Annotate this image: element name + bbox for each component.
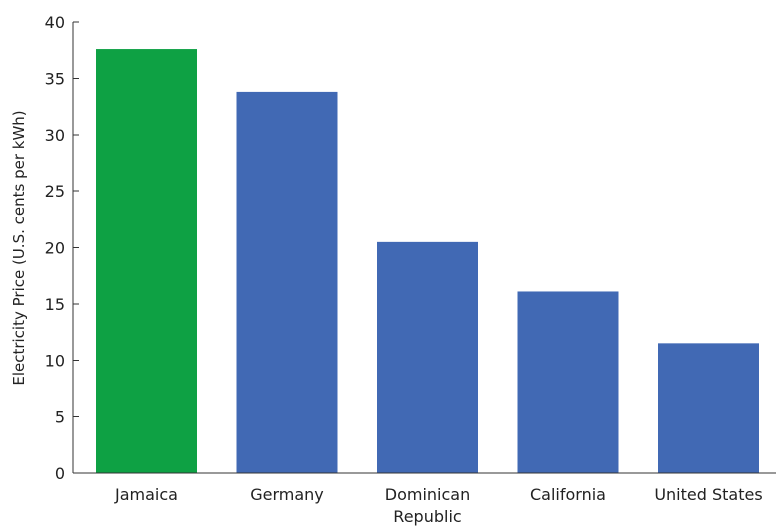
y-tick-label: 30 — [45, 126, 65, 145]
bar — [236, 91, 338, 473]
y-tick-label: 35 — [45, 69, 65, 88]
x-tick-label: Jamaica — [114, 485, 178, 504]
x-tick-label: Germany — [250, 485, 324, 504]
y-tick-label: 5 — [55, 408, 65, 427]
x-tick-label: Dominican Republic — [385, 485, 470, 526]
y-axis: 0 5 10 15 20 25 30 35 40 — [45, 13, 79, 483]
y-tick-label: 25 — [45, 182, 65, 201]
bars-group — [96, 49, 759, 474]
bar — [658, 343, 759, 473]
y-tick-label: 0 — [55, 464, 65, 483]
y-tick-label: 10 — [45, 351, 65, 370]
x-tick-label: California — [530, 485, 606, 504]
x-tick-label: United States — [654, 485, 762, 504]
bar — [517, 291, 619, 473]
y-tick-label: 15 — [45, 295, 65, 314]
x-axis: Jamaica Germany Dominican Republic Californi… — [73, 472, 776, 526]
y-axis-title: Electricity Price (U.S. cents per kWh) — [10, 110, 28, 385]
bar — [377, 241, 478, 473]
bar — [96, 49, 197, 474]
y-tick-label: 20 — [45, 239, 65, 258]
y-tick-label: 40 — [45, 13, 65, 32]
